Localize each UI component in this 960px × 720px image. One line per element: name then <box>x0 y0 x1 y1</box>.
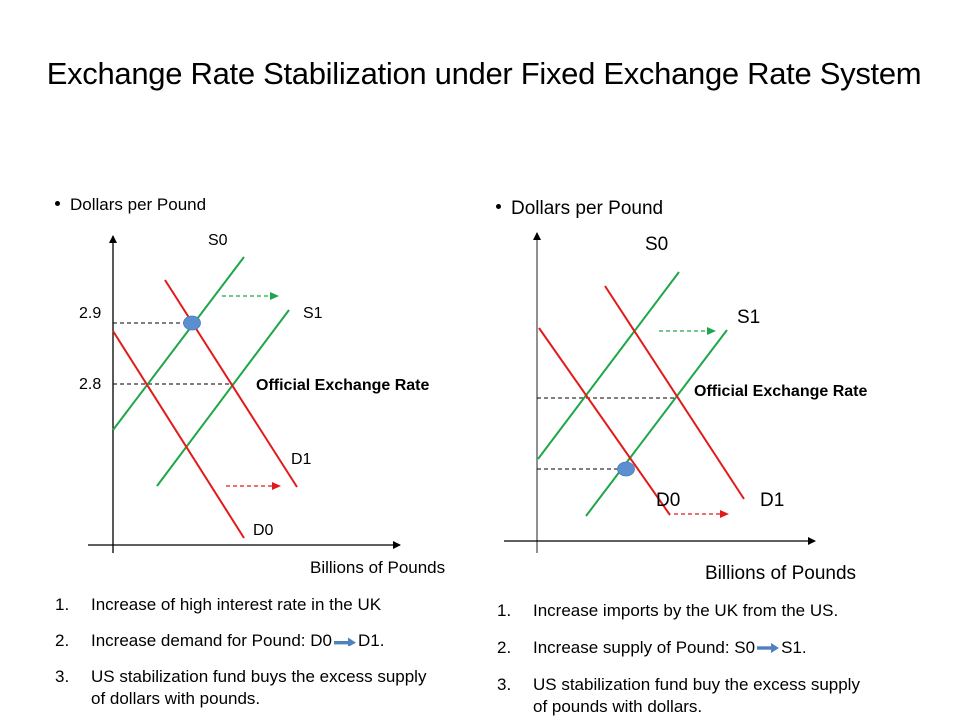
step-text-end: S1. <box>781 638 807 657</box>
step-text: Increase supply of Pound: S0 <box>533 638 756 657</box>
right-step-3: 3. US stabilization fund buy the excess … <box>497 674 937 718</box>
step-text: Increase of high interest rate in the UK <box>91 595 382 614</box>
bullet-icon <box>55 201 60 207</box>
left-x-axis-label: Billions of Pounds <box>310 558 446 577</box>
right-label-s0: S0 <box>645 234 669 255</box>
left-label-d0: D0 <box>253 522 274 539</box>
left-steps-list: 1. Increase of high interest rate in the… <box>55 594 475 710</box>
right-step-1: 1. Increase imports by the UK from the U… <box>497 600 937 622</box>
right-label-s1: S1 <box>737 307 761 328</box>
right-supply-curve-s0 <box>537 271 680 460</box>
left-y-axis-label-text: Dollars per Pound <box>70 195 207 214</box>
left-diagram <box>88 235 401 553</box>
left-demand-curve-d1 <box>164 279 298 488</box>
step-number: 2. <box>55 631 70 650</box>
bullet-icon <box>496 204 501 210</box>
left-step-2: 2. Increase demand for Pound: D0 D1. <box>55 630 475 652</box>
step-text: US stabilization fund buy the excess sup… <box>533 675 860 694</box>
step-text: Increase imports by the UK from the US. <box>533 601 839 620</box>
step-text-line2: of pounds with dollars. <box>533 697 703 716</box>
left-supply-curve-s0 <box>112 256 245 431</box>
right-arrow-icon <box>757 642 780 653</box>
left-supply-curve-s1 <box>156 309 290 487</box>
right-y-axis-label-text: Dollars per Pound <box>511 198 664 219</box>
right-diagram <box>504 232 816 553</box>
left-tick-2-9: 2.9 <box>79 305 102 322</box>
step-text-line2: of dollars with pounds. <box>91 689 261 708</box>
left-official-rate-label: Official Exchange Rate <box>256 377 430 394</box>
left-equilibrium-dot <box>183 315 201 331</box>
left-label-s0: S0 <box>208 232 228 249</box>
step-number: 3. <box>497 675 512 694</box>
right-equilibrium-dot <box>617 461 635 477</box>
right-label-d1: D1 <box>760 490 785 511</box>
step-number: 1. <box>55 595 70 614</box>
step-number: 1. <box>497 601 512 620</box>
right-supply-curve-s1 <box>585 329 728 517</box>
slide-title: Exchange Rate Stabilization under Fixed … <box>46 56 922 91</box>
left-y-axis-label: Dollars per Pound <box>55 195 206 215</box>
right-official-rate-label: Official Exchange Rate <box>694 383 868 400</box>
right-step-2: 2. Increase supply of Pound: S0 S1. <box>497 637 937 659</box>
right-demand-curve-d1 <box>604 285 745 500</box>
left-demand-curve-d0 <box>112 330 245 539</box>
right-demand-curve-d0 <box>538 327 671 516</box>
right-arrow-icon <box>333 637 356 646</box>
left-label-d1: D1 <box>291 451 312 468</box>
left-step-1: 1. Increase of high interest rate in the… <box>55 594 475 616</box>
step-text: Increase demand for Pound: D0 <box>91 631 332 650</box>
right-x-axis-label: Billions of Pounds <box>705 563 857 584</box>
step-number: 3. <box>55 667 70 686</box>
right-y-axis-label: Dollars per Pound <box>496 198 663 220</box>
step-text-end: D1. <box>357 631 385 650</box>
step-text: US stabilization fund buys the excess su… <box>91 667 427 686</box>
right-steps-list: 1. Increase imports by the UK from the U… <box>497 600 937 718</box>
left-label-s1: S1 <box>303 305 323 322</box>
left-step-3: 3. US stabilization fund buys the excess… <box>55 666 475 710</box>
right-label-d0: D0 <box>656 490 681 511</box>
left-tick-2-8: 2.8 <box>79 376 102 393</box>
step-number: 2. <box>497 638 512 657</box>
